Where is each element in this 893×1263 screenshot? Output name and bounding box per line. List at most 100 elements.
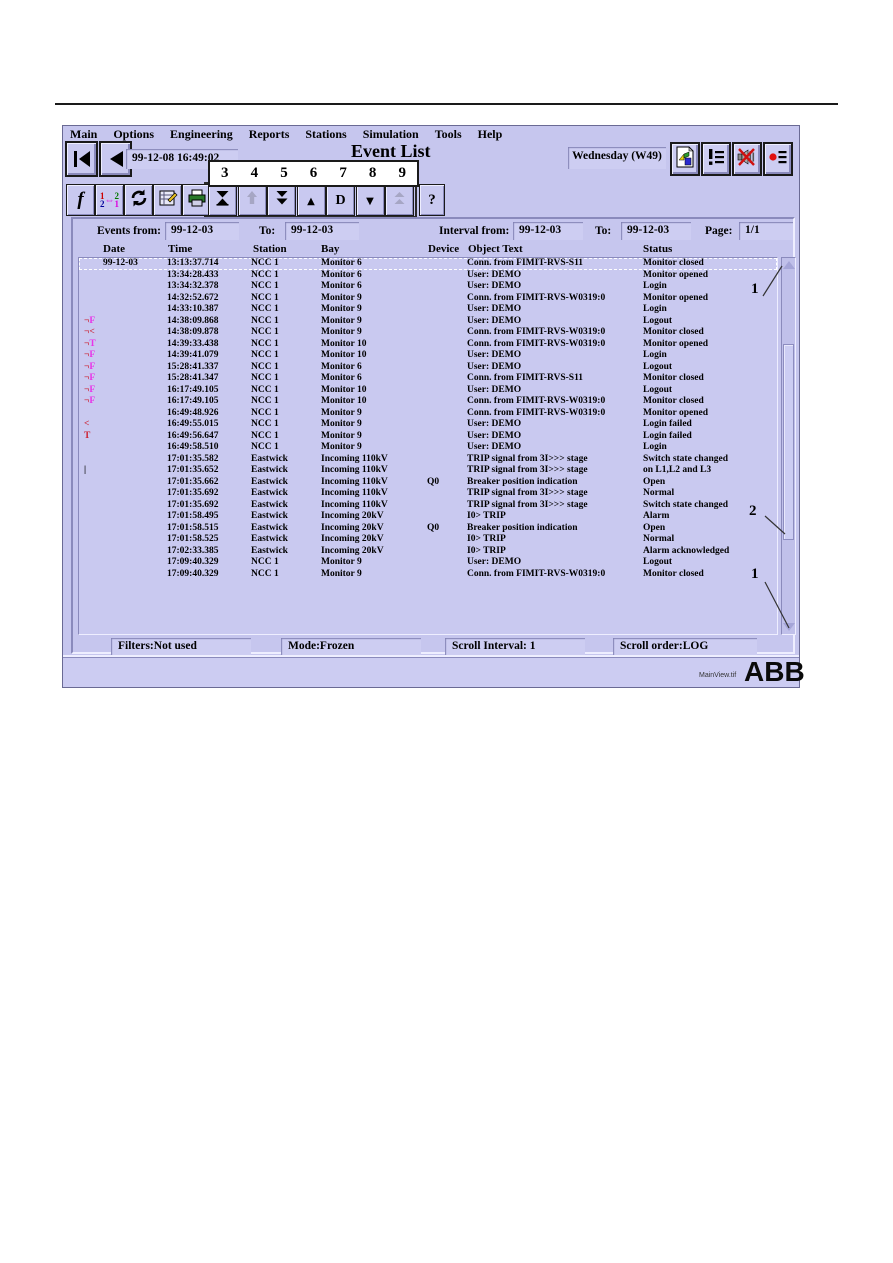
event-row[interactable]: | 17:01:35.652 Eastwick Incoming 110kV TRIP … — [79, 465, 777, 477]
event-row[interactable]: 17:09:40.329 NCC 1 Monitor 9 User: DEMO Logo… — [79, 557, 777, 569]
cell-station: Eastwick — [251, 511, 288, 521]
event-list-button[interactable] — [763, 142, 793, 176]
menu-item-main[interactable]: Main — [70, 127, 98, 141]
cell-time: 14:38:09.868 — [167, 315, 219, 326]
event-row[interactable]: 17:01:58.515 Eastwick Incoming 20kV Q0 Break… — [79, 523, 777, 535]
sort-order-button[interactable]: 1 2 ⇔ 2 1 — [95, 184, 124, 216]
cell-object: Breaker position indication — [467, 522, 578, 533]
event-row[interactable]: 17:02:33.385 Eastwick Incoming 20kV I0> TRI… — [79, 546, 777, 558]
event-row[interactable]: T 16:49:56.647 NCC 1 Monitor 9 User: DEMO Log… — [79, 431, 777, 443]
cell-bay: Monitor 10 — [321, 384, 367, 395]
edit-notepad-button[interactable] — [153, 184, 182, 216]
interval-from-label: Interval from: — [439, 225, 510, 237]
interval-to-field[interactable]: 99-12-03 — [621, 222, 691, 240]
callout-number-3: 3 — [221, 165, 229, 181]
event-row[interactable]: ¬F 16:17:49.105 NCC 1 Monitor 10 User: DEMO L… — [79, 385, 777, 397]
cell-time: 13:13:37.714 — [167, 258, 219, 268]
page-up-button[interactable] — [385, 184, 414, 216]
cell-bay: Incoming 110kV — [321, 465, 388, 475]
cell-station: Eastwick — [251, 534, 288, 544]
cell-station: Eastwick — [251, 488, 288, 498]
event-row[interactable]: 17:09:40.329 NCC 1 Monitor 9 Conn. from FIM… — [79, 569, 777, 581]
callout-number-9: 9 — [398, 165, 407, 181]
event-row[interactable]: 13:34:32.378 NCC 1 Monitor 6 User: DEMO Logi… — [79, 281, 777, 293]
event-row[interactable]: ¬F 16:17:49.105 NCC 1 Monitor 10 Conn. from … — [79, 396, 777, 408]
scrollbar-down-arrow-icon[interactable] — [783, 623, 795, 631]
weekday-display: Wednesday (W49) — [568, 147, 666, 169]
filter-function-button[interactable]: f — [66, 184, 95, 216]
event-row[interactable]: 17:01:35.692 Eastwick Incoming 110kV TRIP s… — [79, 488, 777, 500]
question-icon: ? — [428, 192, 436, 208]
cell-status: Login — [643, 350, 667, 360]
cell-status: Login — [643, 442, 667, 452]
cell-station: NCC 1 — [251, 350, 279, 360]
printer-icon — [187, 188, 207, 213]
cell-bay: Monitor 9 — [321, 430, 362, 441]
event-row[interactable]: ¬F 15:28:41.337 NCC 1 Monitor 6 User: DEMO Lo… — [79, 362, 777, 374]
date-button[interactable]: D — [326, 184, 355, 216]
event-row[interactable]: ¬F 14:38:09.868 NCC 1 Monitor 9 User: DEMO Lo… — [79, 316, 777, 328]
cell-station: Eastwick — [251, 465, 288, 475]
events-to-field[interactable]: 99-12-03 — [285, 222, 359, 240]
step-up-button[interactable]: ▲ — [296, 184, 326, 216]
column-header-station: Station — [253, 243, 287, 255]
scroll-to-end-icon — [215, 190, 230, 211]
scrollbar-up-arrow-icon[interactable] — [783, 261, 795, 269]
menu-item-help[interactable]: Help — [477, 127, 503, 141]
help-button[interactable]: ? — [419, 184, 445, 216]
event-row[interactable]: 99-12-03 13:13:37.714 NCC 1 Monitor 6 Conn. … — [79, 258, 777, 270]
event-row[interactable]: 17:01:58.495 Eastwick Incoming 20kV I0> TRI… — [79, 511, 777, 523]
cell-date: 99-12-03 — [103, 258, 138, 268]
event-row[interactable]: 13:34:28.433 NCC 1 Monitor 6 User: DEMO Moni… — [79, 270, 777, 282]
menu-item-engineering[interactable]: Engineering — [170, 127, 233, 141]
audio-alarm-off-button[interactable] — [732, 142, 762, 176]
event-row[interactable]: <16:49:55.015 NCC 1 Monitor 9 User: DEMO Log… — [79, 419, 777, 431]
step-down-button[interactable]: ▼ — [355, 184, 385, 216]
first-page-button[interactable] — [65, 141, 98, 177]
cell-bay: Incoming 20kV — [321, 511, 384, 521]
scrollbar-thumb[interactable] — [783, 344, 794, 540]
event-row[interactable]: 14:32:52.672 NCC 1 Monitor 9 Conn. from FIM… — [79, 293, 777, 305]
cell-status: Switch state changed — [643, 499, 728, 510]
event-row[interactable]: 17:01:35.582 Eastwick Incoming 110kV TRIP s… — [79, 454, 777, 466]
event-row[interactable]: 16:49:58.510 NCC 1 Monitor 9 User: DEMO Logi… — [79, 442, 777, 454]
chart-page-button[interactable] — [670, 142, 700, 176]
refresh-button[interactable] — [124, 184, 153, 216]
cell-status: Monitor opened — [643, 292, 709, 303]
events-from-field[interactable]: 99-12-03 — [165, 222, 239, 240]
alarm-list-button[interactable] — [701, 142, 731, 176]
event-row[interactable]: 14:33:10.387 NCC 1 Monitor 9 User: DEMO Logi… — [79, 304, 777, 316]
cell-status: Open — [643, 476, 666, 487]
event-row[interactable]: ¬F 15:28:41.347 NCC 1 Monitor 6 Conn. from F… — [79, 373, 777, 385]
menu-item-simulation[interactable]: Simulation — [362, 127, 419, 141]
event-row[interactable]: ¬< 14:38:09.878 NCC 1 Monitor 9 Conn. from F… — [79, 327, 777, 339]
event-list-table: 99-12-03 13:13:37.714 NCC 1 Monitor 6 Conn. … — [78, 257, 778, 635]
cell-bay: Monitor 6 — [321, 258, 362, 268]
event-row[interactable]: 16:49:48.926 NCC 1 Monitor 9 Conn. from FIM… — [79, 408, 777, 420]
vertical-scrollbar[interactable] — [781, 257, 796, 635]
fast-scroll-down-button[interactable] — [267, 184, 296, 216]
event-row[interactable]: 17:01:58.525 Eastwick Incoming 20kV I0> TRI… — [79, 534, 777, 546]
cell-time: 17:01:35.582 — [167, 453, 219, 464]
menu-item-options[interactable]: Options — [113, 127, 155, 141]
scroll-to-end-button[interactable] — [208, 184, 237, 216]
event-row[interactable]: 17:01:35.692 Eastwick Incoming 110kV TRIP s… — [79, 500, 777, 512]
cell-device: Q0 — [427, 476, 440, 487]
print-button[interactable] — [182, 184, 211, 216]
cell-object: Conn. from FIMIT-RVS-W0319:0 — [467, 396, 606, 406]
status-scroll-order: Scroll order:LOG — [613, 638, 757, 656]
scroll-up-button[interactable] — [237, 184, 267, 216]
cell-time: 16:49:58.510 — [167, 442, 219, 452]
cell-object: Conn. from FIMIT-RVS-W0319:0 — [467, 292, 606, 303]
event-row[interactable]: 17:01:35.662 Eastwick Incoming 110kV Q0 Brea… — [79, 477, 777, 489]
cell-bay: Incoming 110kV — [321, 499, 388, 510]
menu-item-stations[interactable]: Stations — [305, 127, 347, 141]
menu-item-tools[interactable]: Tools — [434, 127, 462, 141]
interval-from-field[interactable]: 99-12-03 — [513, 222, 583, 240]
menu-item-reports[interactable]: Reports — [248, 127, 290, 141]
event-row[interactable]: ¬F 14:39:41.079 NCC 1 Monitor 10 User: DEMO L… — [79, 350, 777, 362]
event-row[interactable]: ¬T 14:39:33.438 NCC 1 Monitor 10 Conn. from … — [79, 339, 777, 351]
notepad-edit-icon — [158, 188, 178, 213]
event-marker: < — [84, 419, 90, 429]
